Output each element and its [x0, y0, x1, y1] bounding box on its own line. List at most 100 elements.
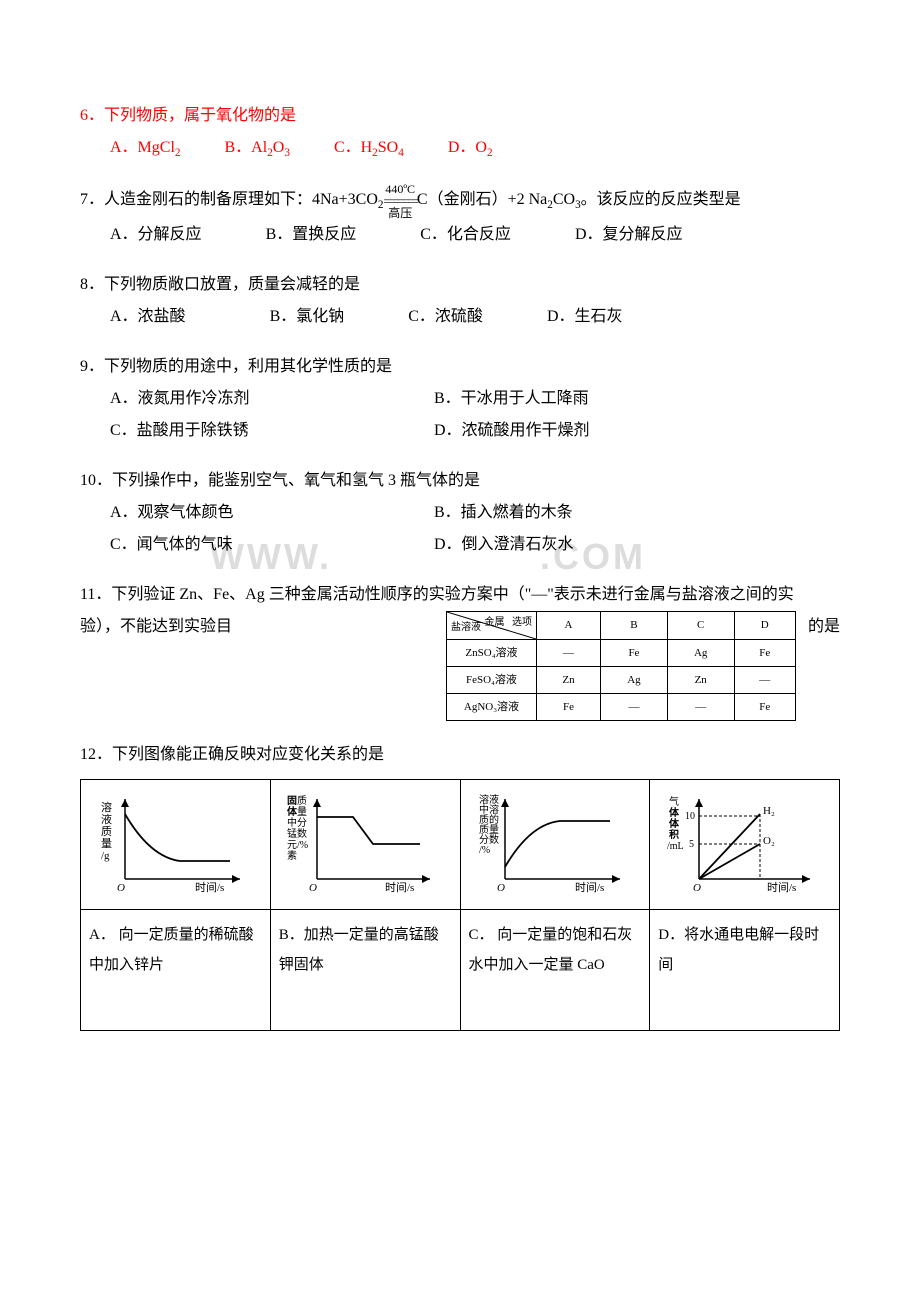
svg-text:体: 体	[669, 806, 680, 819]
q6-opt-d: D．O2	[448, 132, 493, 165]
svg-text:O: O	[117, 882, 125, 894]
q11-row1-label: FeSO₄溶液	[446, 666, 536, 693]
svg-text:/g: /g	[101, 850, 110, 862]
q11-row2-label: AgNO₃溶液	[446, 693, 536, 720]
q10-opt-d: D．倒入澄清石灰水	[434, 529, 574, 561]
q7-opt-c: C．化合反应	[420, 219, 511, 251]
question-10: 10．下列操作中，能鉴别空气、氧气和氢气 3 瓶气体的是 A．观察气体颜色 B．…	[80, 465, 840, 561]
question-6: 6．下列物质，属于氧化物的是 A．MgCl2 B．Al2O3 C．H2SO4 D…	[80, 100, 840, 165]
q9-options-row1: A．液氮用作冷冻剂 B．干冰用于人工降雨	[80, 383, 840, 415]
svg-text:5: 5	[689, 839, 694, 850]
q7-opt-b: B．置换反应	[266, 219, 357, 251]
q8-options: A．浓盐酸 B．氯化钠 C．浓硫酸 D．生石灰	[80, 301, 840, 333]
q8-opt-c: C．浓硫酸	[408, 301, 483, 333]
q8-opt-d: D．生石灰	[547, 301, 623, 333]
q11-line2a: 验），不能达到实验目	[80, 618, 232, 635]
q6-opt-a: A．MgCl2	[110, 132, 181, 165]
svg-text:质: 质	[101, 825, 112, 838]
q12-chart-a: 溶 液 质 量 /g O 时间/s	[81, 780, 270, 910]
q9-opt-d: D．浓硫酸用作干燥剂	[434, 415, 590, 447]
q11-table-wrapper: 金属 选项 盐溶液 A B C D ZnSO₄溶液 — Fe Ag Fe Fe	[446, 611, 796, 721]
svg-text:数: 数	[489, 833, 499, 846]
q12-cell-c: 溶 液 中 溶 质 的 质 量 分 数 /% O 时间/s	[461, 780, 651, 1030]
q8-stem: 8．下列物质敞口放置，质量会减轻的是	[80, 269, 840, 301]
svg-text:中: 中	[287, 816, 297, 829]
svg-text:质: 质	[297, 795, 307, 807]
q12-label-c: C． 向一定量的饱和石灰水中加入一定量 CaO	[461, 910, 650, 1030]
q7-options: A．分解反应 B．置换反应 C．化合反应 D．复分解反应	[80, 219, 840, 251]
question-9: 9．下列物质的用途中，利用其化学性质的是 A．液氮用作冷冻剂 B．干冰用于人工降…	[80, 351, 840, 447]
q12-label-d: D．将水通电电解一段时间	[650, 910, 839, 1030]
q7-stem-prefix: 7．人造金刚石的制备原理如下：4Na+3CO2	[80, 184, 384, 217]
q10-stem: 10．下列操作中，能鉴别空气、氧气和氢气 3 瓶气体的是	[80, 465, 840, 497]
question-12: 12．下列图像能正确反映对应变化关系的是 溶 液 质 量 /g O 时间/s	[80, 739, 840, 1031]
q12-chart-c: 溶 液 中 溶 质 的 质 量 分 数 /% O 时间/s	[461, 780, 650, 910]
svg-text:元: 元	[287, 840, 297, 851]
q8-opt-a: A．浓盐酸	[110, 301, 186, 333]
svg-text:10: 10	[685, 811, 695, 822]
q11-col-c: C	[667, 611, 734, 639]
svg-text:固: 固	[287, 795, 297, 807]
svg-text:时间/s: 时间/s	[575, 881, 604, 894]
svg-text:数: 数	[297, 827, 307, 840]
q10-opt-b: B．插入燃着的木条	[434, 497, 573, 529]
q11-col-a: A	[536, 611, 600, 639]
q6-opt-c: C．H2SO4	[334, 132, 404, 165]
q11-row0-label: ZnSO₄溶液	[446, 639, 536, 666]
q12-label-b: B．加热一定量的高锰酸钾固体	[271, 910, 460, 1030]
svg-text:分: 分	[297, 817, 307, 829]
q9-opt-a: A．液氮用作冷冻剂	[110, 383, 390, 415]
question-11: 11．下列验证 Zn、Fe、Ag 三种金属活动性顺序的实验方案中（"—"表示未进…	[80, 579, 840, 721]
svg-text:O₂: O₂	[763, 835, 775, 847]
q11-line1: 11．下列验证 Zn、Fe、Ag 三种金属活动性顺序的实验方案中（"—"表示未进…	[80, 579, 840, 611]
q12-cell-a: 溶 液 质 量 /g O 时间/s A． 向一定质量的稀硫酸中加入锌片	[81, 780, 271, 1030]
svg-text:时间/s: 时间/s	[767, 881, 796, 894]
svg-text:量: 量	[101, 837, 112, 850]
q12-chart-d: 气 体 体 积 /mL 10 5 O 时间/s H₂ O₂	[650, 780, 839, 910]
svg-text:气: 气	[669, 795, 679, 808]
q10-opt-c: C．闻气体的气味	[110, 529, 390, 561]
svg-text:O: O	[309, 882, 317, 894]
svg-text:O: O	[693, 882, 701, 894]
q6-opt-b: B．Al2O3	[225, 132, 290, 165]
q12-stem: 12．下列图像能正确反映对应变化关系的是	[80, 739, 840, 771]
q6-options: A．MgCl2 B．Al2O3 C．H2SO4 D．O2	[80, 132, 840, 165]
q7-opt-a: A．分解反应	[110, 219, 202, 251]
q7-arrow: 440ºC ======= 高压	[384, 183, 417, 219]
q6-stem: 6．下列物质，属于氧化物的是	[80, 100, 840, 132]
question-8: 8．下列物质敞口放置，质量会减轻的是 A．浓盐酸 B．氯化钠 C．浓硫酸 D．生…	[80, 269, 840, 333]
svg-text:量: 量	[297, 806, 307, 818]
q11-col-d: D	[734, 611, 795, 639]
svg-text:液: 液	[101, 812, 112, 826]
svg-text:时间/s: 时间/s	[195, 881, 224, 894]
svg-text:溶: 溶	[101, 800, 112, 814]
q10-opt-a: A．观察气体颜色	[110, 497, 390, 529]
svg-text:锰: 锰	[287, 827, 297, 840]
svg-text:体: 体	[669, 817, 680, 830]
q11-line2b: 的是	[808, 618, 840, 635]
q9-opt-b: B．干冰用于人工降雨	[434, 383, 589, 415]
q10-options-row1: A．观察气体颜色 B．插入燃着的木条	[80, 497, 840, 529]
q12-cell-b: 固 质 体 量 中 分 锰 数 元 /% 素 O 时间/s	[271, 780, 461, 1030]
q9-stem: 9．下列物质的用途中，利用其化学性质的是	[80, 351, 840, 383]
q7-stem-suffix: C（金刚石）+2 Na2CO3。该反应的反应类型是	[417, 184, 741, 217]
q11-table: 金属 选项 盐溶液 A B C D ZnSO₄溶液 — Fe Ag Fe Fe	[446, 611, 796, 721]
svg-text:H₂: H₂	[763, 805, 775, 817]
svg-text:/mL: /mL	[667, 841, 684, 852]
q11-col-b: B	[601, 611, 668, 639]
q7-opt-d: D．复分解反应	[575, 219, 683, 251]
q10-options-row2: WWW. .COM C．闻气体的气味 D．倒入澄清石灰水	[80, 529, 840, 561]
q11-diag-header: 金属 选项 盐溶液	[446, 611, 536, 639]
svg-text:素: 素	[287, 849, 297, 862]
svg-text:O: O	[497, 882, 505, 894]
q12-grid: 溶 液 质 量 /g O 时间/s A． 向一定质量的稀硫酸中加入锌片	[80, 779, 840, 1031]
q12-cell-d: 气 体 体 积 /mL 10 5 O 时间/s H₂ O₂	[650, 780, 839, 1030]
q9-opt-c: C．盐酸用于除铁锈	[110, 415, 390, 447]
q8-opt-b: B．氯化钠	[270, 301, 345, 333]
svg-text:/%: /%	[479, 845, 490, 856]
q12-chart-b: 固 质 体 量 中 分 锰 数 元 /% 素 O 时间/s	[271, 780, 460, 910]
q9-options-row2: C．盐酸用于除铁锈 D．浓硫酸用作干燥剂	[80, 415, 840, 447]
q12-label-a: A． 向一定质量的稀硫酸中加入锌片	[81, 910, 270, 1030]
question-7: 7．人造金刚石的制备原理如下：4Na+3CO2 440ºC ======= 高压…	[80, 183, 840, 251]
svg-text:/%: /%	[297, 840, 308, 851]
